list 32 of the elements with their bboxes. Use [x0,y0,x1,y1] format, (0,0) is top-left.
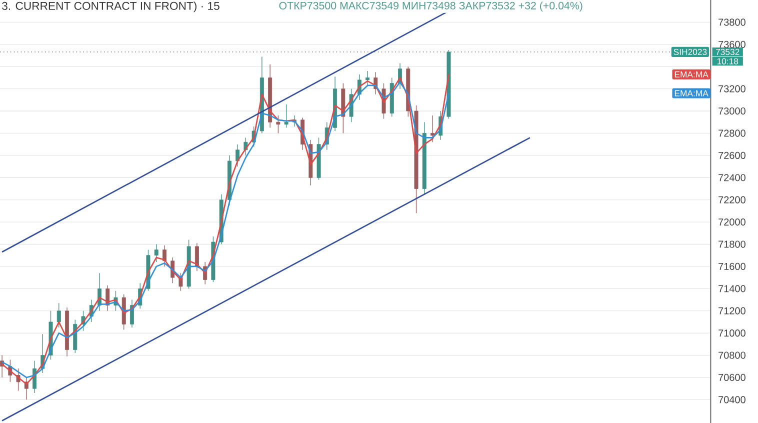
y-tick-label: 73200 [718,85,746,92]
y-tick-label: 73800 [718,18,746,26]
candlestick [284,104,288,128]
chart-title: 3. CURRENT CONTRACT IN FRONT) · 15 [2,2,220,12]
text: 10:18 [717,58,738,64]
candlestick [154,244,158,262]
text: EMA:MA [674,71,708,78]
y-tick-label: 72600 [718,152,746,159]
y-tick-label: 73000 [718,107,746,115]
candlestick [236,144,240,167]
y-tick-label: 71000 [718,330,746,337]
candlestick [276,115,280,134]
text: EMA:MA [674,90,708,96]
y-tick-label: 72800 [718,130,746,137]
y-tick-label: 71600 [718,262,746,270]
candlestick [194,242,199,272]
y-tick-label: 71800 [718,240,746,248]
candlestick [56,302,61,328]
text: 73532 [716,48,740,56]
y-tick-label: 70600 [718,374,746,382]
candlestick [162,245,166,267]
y-tick-label: 72000 [718,218,746,226]
y-tick-label: 71200 [718,307,746,314]
y-tick-label: 70800 [718,352,746,359]
y-tick-label: 72400 [718,174,746,182]
y-tick-label: 70400 [718,396,746,404]
y-tick-label: 72200 [718,196,746,204]
y-tick-label: 71400 [718,285,746,292]
annotation: SIH2023 [674,48,707,56]
candlestick [430,115,434,142]
chart-subtitle: ОТКР73500 МАКС73549 МИН73498 ЗАКР73532 +32 (+0.04%) [279,2,582,12]
candlestick [366,70,370,86]
